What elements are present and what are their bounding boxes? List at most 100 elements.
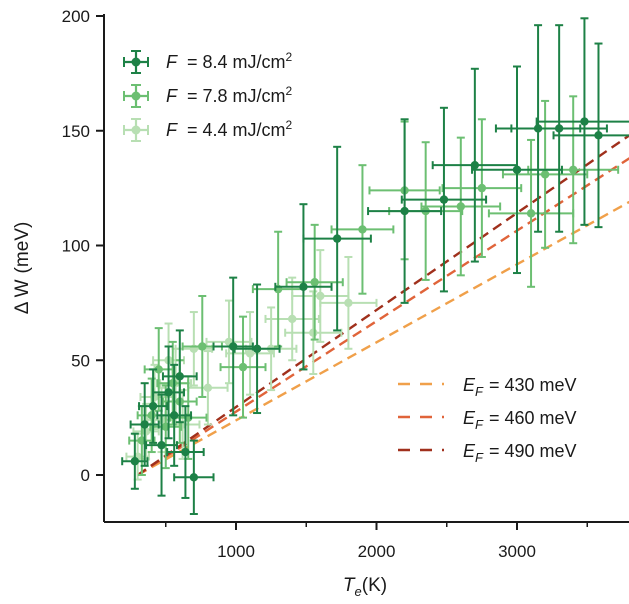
- plot-area: [121, 17, 629, 516]
- point-marker: [154, 365, 163, 374]
- legend-eq: = 430 meV: [489, 375, 577, 395]
- model-line-1: [137, 157, 629, 477]
- legend-sup: 2: [286, 84, 293, 98]
- point-marker: [309, 328, 318, 337]
- legend-eq: = 7.8: [187, 86, 228, 106]
- legend-line-label-1: EF = 460 meV: [463, 408, 577, 432]
- legend-sup: 2: [286, 118, 293, 132]
- legend-var: E: [463, 375, 476, 395]
- point-marker: [332, 234, 342, 243]
- point-marker: [175, 372, 184, 381]
- data-point-0-8: [173, 439, 215, 516]
- point-marker: [238, 362, 248, 372]
- point-marker: [130, 457, 140, 466]
- data-point-1-17: [501, 99, 589, 249]
- point-marker: [316, 291, 325, 301]
- x-axis-label-var: T: [343, 575, 356, 596]
- model-line-0: [137, 200, 629, 477]
- point-marker: [400, 206, 409, 216]
- point-marker: [169, 411, 179, 420]
- legend-line-item-0: EF = 430 meV: [398, 375, 577, 399]
- legend-marker-dot: [131, 125, 141, 135]
- legend-sup: 2: [286, 50, 293, 64]
- point-marker: [198, 342, 207, 351]
- data-point-0-1: [129, 382, 160, 467]
- point-marker: [147, 411, 156, 420]
- data-point-0-16: [471, 65, 563, 275]
- tick-labels: 0 50 100 150 200 1000 2000 3000: [62, 7, 588, 561]
- point-marker: [310, 278, 319, 287]
- data-point-0-10: [233, 283, 281, 415]
- data-point-0-3: [145, 393, 178, 497]
- data-point-1-11: [330, 164, 395, 295]
- data-point-0-20: [552, 42, 629, 229]
- legend-scatter-label-0: F = 8.4 mJ/cm2: [166, 50, 293, 72]
- data-point-0-9: [212, 276, 254, 417]
- point-marker: [477, 183, 487, 193]
- x-tick-label-1: 2000: [358, 542, 396, 561]
- axes: [103, 14, 629, 523]
- x-axis-label-sub: e: [355, 584, 362, 599]
- legend-var: E: [463, 441, 476, 461]
- data-point-0-2: [138, 368, 169, 444]
- point-marker: [439, 195, 449, 204]
- point-marker: [358, 225, 367, 234]
- x-tick-label-0: 1000: [217, 542, 255, 561]
- data-point-0-15: [431, 67, 518, 263]
- legend-var: F: [166, 86, 178, 106]
- legend-scatter-item-2: F = 4.4 mJ/cm2: [123, 118, 293, 142]
- legend-eq: = 8.4: [187, 52, 228, 72]
- data-point-0-4: [152, 345, 186, 440]
- legend-eq: = 490 meV: [489, 441, 577, 461]
- data-point-2-15: [319, 255, 378, 350]
- data-point-1-16: [487, 138, 575, 288]
- data-point-1-9: [251, 230, 305, 348]
- point-marker: [168, 379, 177, 388]
- point-marker: [252, 344, 262, 353]
- data-point-1-10: [285, 223, 344, 341]
- point-marker: [203, 383, 213, 392]
- legend-sub: F: [475, 450, 484, 465]
- point-marker: [181, 447, 190, 457]
- data-point-1-14: [420, 136, 502, 277]
- y-axis-label-var: Δ W: [12, 279, 33, 314]
- point-marker: [554, 124, 564, 133]
- legend-line-item-1: EF = 460 meV: [398, 408, 577, 432]
- point-marker: [540, 170, 550, 179]
- data-point-1-8: [219, 315, 267, 419]
- legend-unit: mJ/cm: [233, 120, 286, 140]
- y-axis-label-unit: (meV): [12, 222, 33, 274]
- legend-var: F: [166, 52, 178, 72]
- data-point-0-6: [161, 329, 198, 424]
- y-tick-label-1: 50: [71, 351, 90, 370]
- legend-unit: mJ/cm: [233, 52, 286, 72]
- data-point-0-12: [302, 145, 372, 332]
- data-point-1-15: [441, 118, 523, 258]
- y-tick-label-0: 0: [81, 466, 90, 485]
- legend-unit: mJ/cm: [233, 86, 286, 106]
- legend-var: E: [463, 408, 476, 428]
- legend-eq: = 460 meV: [489, 408, 577, 428]
- x-tick-label-2: 3000: [498, 542, 536, 561]
- point-marker: [344, 298, 353, 308]
- point-marker: [512, 165, 522, 174]
- point-marker: [594, 131, 603, 140]
- series-0: [121, 17, 629, 516]
- point-marker: [245, 349, 255, 358]
- point-marker: [140, 420, 149, 429]
- data-point-0-11: [274, 203, 333, 371]
- legend-scatter-label-2: F = 4.4 mJ/cm2: [166, 118, 293, 140]
- data-point-0-18: [510, 24, 608, 233]
- data-point-0-14: [400, 106, 488, 293]
- x-axis-label: Te(K): [343, 575, 387, 599]
- legend-line-label-0: EF = 430 meV: [463, 375, 577, 399]
- point-marker: [526, 209, 536, 218]
- legend-scatter-item-0: F = 8.4 mJ/cm2: [123, 50, 293, 74]
- legend-var: F: [166, 120, 178, 140]
- data-point-2-8: [187, 350, 229, 426]
- legend-sub: F: [475, 417, 484, 432]
- x-axis-label-unit: (K): [362, 575, 387, 596]
